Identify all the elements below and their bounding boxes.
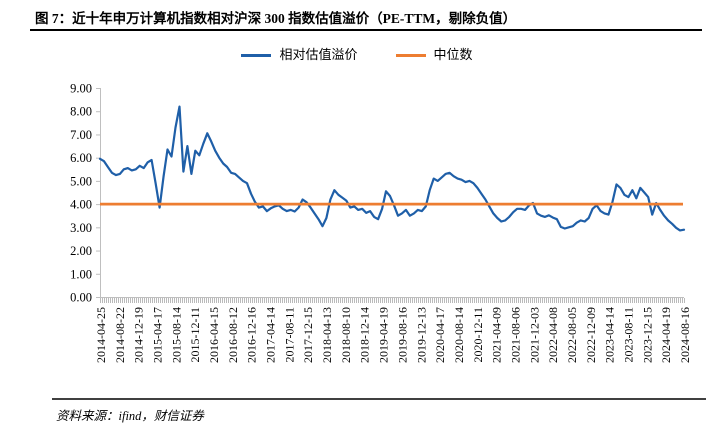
x-tick-label: 2023-04-14 — [603, 307, 617, 363]
y-tick-label: 1.00 — [70, 267, 92, 281]
premium-series-line — [98, 105, 686, 232]
x-tick-label: 2019-12-13 — [414, 307, 428, 363]
x-tick-label: 2019-08-16 — [395, 307, 409, 363]
source-note: 资料来源：ifind，财信证券 — [56, 409, 204, 423]
x-tick-label: 2017-04-14 — [264, 307, 278, 363]
x-tick-label: 2018-04-13 — [320, 307, 334, 363]
x-tick-label: 2016-12-16 — [245, 307, 259, 363]
x-tick-label: 2022-04-08 — [546, 307, 560, 363]
y-tick-label: 0.00 — [70, 291, 92, 305]
figure-title: 图 7：近十年申万计算机指数相对沪深 300 指数估值溢价（PE-TTM，剔除负… — [35, 11, 517, 26]
x-tick-label: 2014-08-22 — [113, 307, 127, 363]
x-tick-label: 2014-12-19 — [132, 307, 146, 363]
x-tick-label: 2023-12-15 — [640, 307, 654, 363]
x-tick-label: 2020-08-14 — [452, 307, 466, 363]
x-tick-label: 2021-08-06 — [508, 307, 522, 363]
x-tick-label: 2024-04-19 — [659, 307, 673, 363]
x-tick-label: 2018-08-10 — [339, 307, 353, 363]
y-tick-label: 5.00 — [70, 174, 92, 188]
x-tick-label: 2016-04-15 — [207, 307, 221, 363]
x-tick-label: 2021-04-09 — [490, 307, 504, 363]
y-tick-label: 4.00 — [70, 198, 92, 212]
y-tick-label: 9.00 — [70, 82, 92, 96]
x-tick-label: 2017-12-15 — [301, 307, 315, 363]
median-line-swatch-icon — [395, 54, 426, 57]
x-tick-label: 2024-08-16 — [678, 307, 692, 363]
y-tick-label: 3.00 — [70, 221, 92, 235]
legend-item-median: 中位数 — [395, 48, 473, 63]
x-tick-label: 2017-08-11 — [282, 307, 296, 363]
x-tick-label: 2019-04-19 — [377, 307, 391, 363]
x-tick-label: 2022-12-09 — [584, 307, 598, 363]
y-tick-label: 7.00 — [70, 128, 92, 142]
legend-label-median: 中位数 — [433, 48, 473, 63]
legend-label-premium: 相对估值溢价 — [279, 48, 358, 63]
x-tick-label: 2016-08-12 — [226, 307, 240, 363]
y-tick-label: 8.00 — [70, 105, 92, 119]
x-tick-label: 2015-08-14 — [169, 307, 183, 363]
x-tick-label: 2015-12-11 — [188, 307, 202, 363]
y-tick-label: 2.00 — [70, 244, 92, 258]
legend-item-premium: 相对估值溢价 — [241, 48, 358, 63]
x-tick-label: 2014-04-25 — [94, 307, 108, 363]
x-tick-label: 2020-04-17 — [433, 307, 447, 363]
x-tick-label: 2015-04-17 — [151, 307, 165, 363]
x-tick-label: 2020-12-11 — [471, 307, 485, 363]
chart-legend: 相对估值溢价 中位数 — [0, 49, 714, 62]
figure-footer: 资料来源：ifind，财信证券 — [52, 398, 706, 424]
figure-header: 图 7：近十年申万计算机指数相对沪深 300 指数估值溢价（PE-TTM，剔除负… — [30, 0, 702, 31]
x-tick-label: 2021-12-03 — [527, 307, 541, 363]
x-tick-label: 2018-12-14 — [358, 307, 372, 363]
x-tick-label: 2023-08-11 — [621, 307, 635, 363]
x-tick-label: 2022-08-05 — [565, 307, 579, 363]
premium-line-swatch-icon — [241, 54, 272, 57]
y-tick-label: 6.00 — [70, 151, 92, 165]
line-chart: 0.00 1.00 2.00 3.00 4.00 5.00 6.00 7.00 8.00 9.00… — [70, 82, 692, 364]
